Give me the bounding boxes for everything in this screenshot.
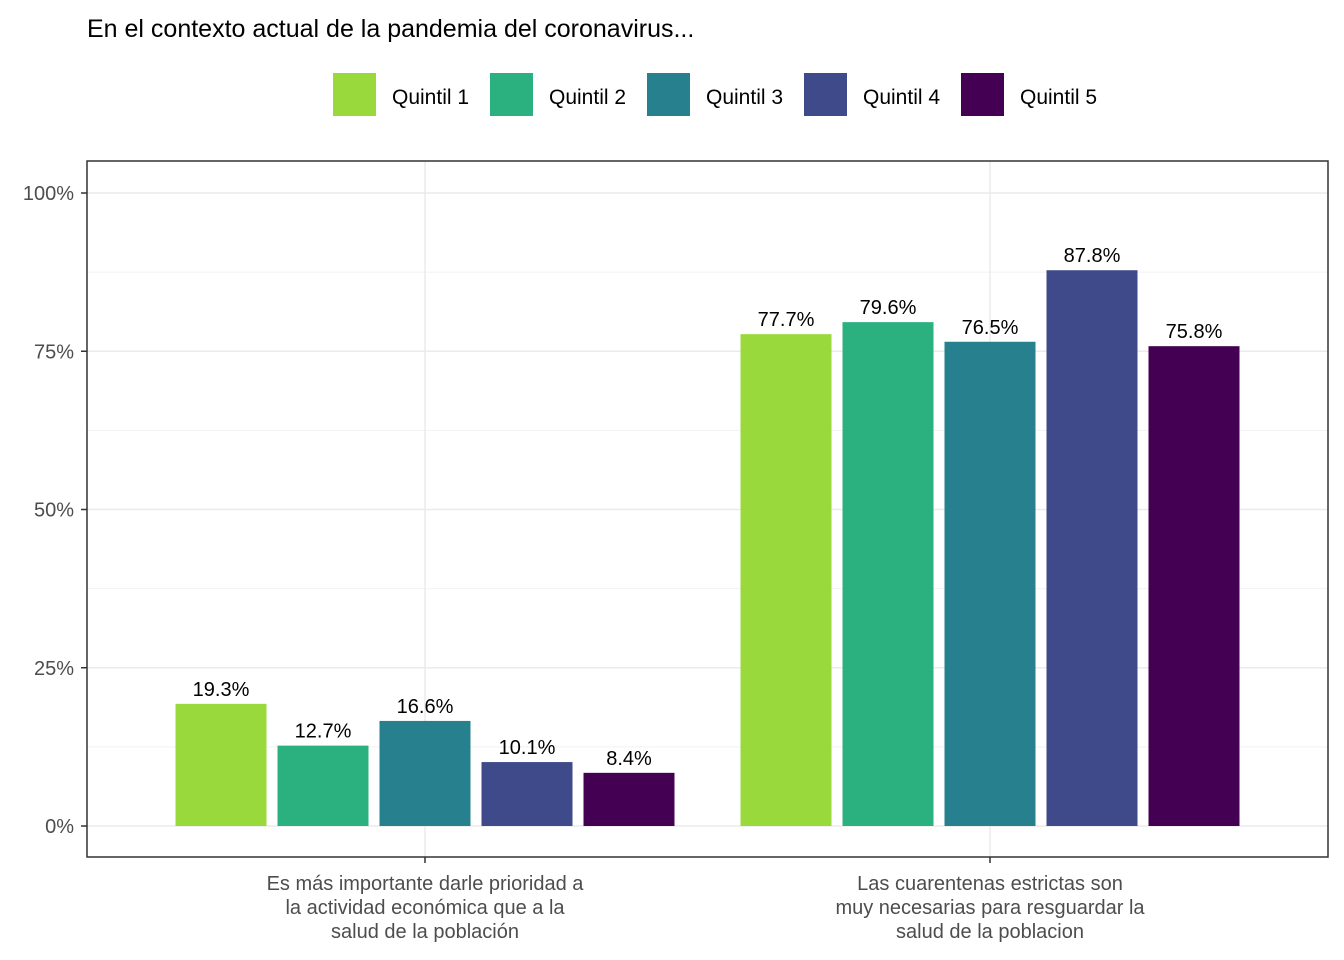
data-label: 79.6% (860, 297, 917, 319)
bar (740, 334, 832, 826)
data-labels: 19.3% 12.7% 16.6% 10.1% 8.4% 77.7% 79.6% 76.5% 8… (193, 245, 1223, 770)
data-label: 12.7% (295, 721, 352, 743)
legend-key (490, 73, 533, 116)
legend-label: Quintil 2 (549, 86, 626, 109)
data-label: 8.4% (606, 748, 652, 770)
bars (175, 270, 1240, 826)
data-label: 16.6% (397, 696, 454, 718)
plot-area: 19.3% 12.7% 16.6% 10.1% 8.4% 77.7% 79.6% 76.5% 8… (86, 160, 1329, 858)
data-label: 87.8% (1064, 245, 1121, 267)
x-tick-label: Es más importante darle prioridad a (267, 873, 585, 895)
y-axis: 0% 25% 50% 75% 100% (23, 183, 87, 838)
bar (583, 772, 675, 826)
legend: Quintil 1 Quintil 2 Quintil 3 Quintil 4 Quin… (333, 73, 1097, 116)
data-label: 76.5% (962, 317, 1019, 339)
chart-title: En el contexto actual de la pandemia del… (87, 15, 694, 43)
x-tick-label: muy necesarias para resguardar la (835, 897, 1145, 919)
legend-label: Quintil 4 (863, 86, 940, 109)
legend-key (961, 73, 1004, 116)
legend-label: Quintil 3 (706, 86, 783, 109)
x-axis: Es más importante darle prioridad ala ac… (267, 857, 1145, 943)
legend-key (804, 73, 847, 116)
legend-label: Quintil 5 (1020, 86, 1097, 109)
bar (175, 703, 267, 826)
bar (1148, 346, 1240, 826)
legend-label: Quintil 1 (392, 86, 469, 109)
x-tick-label: salud de la población (331, 921, 519, 943)
data-label: 77.7% (758, 309, 815, 331)
legend-key (647, 73, 690, 116)
y-tick-label: 100% (23, 183, 74, 205)
x-tick-label: la actividad económica que a la (285, 897, 565, 919)
bar (379, 720, 471, 826)
bar (842, 322, 934, 826)
bar (481, 762, 573, 826)
x-tick-label: salud de la poblacion (896, 921, 1084, 943)
data-label: 10.1% (499, 737, 556, 759)
bar (1046, 270, 1138, 826)
bar (277, 745, 369, 826)
data-label: 19.3% (193, 679, 250, 701)
x-tick-label: Las cuarentenas estrictas son (857, 873, 1123, 895)
legend-key (333, 73, 376, 116)
y-tick-label: 0% (45, 816, 74, 838)
y-tick-label: 50% (34, 500, 74, 522)
data-label: 75.8% (1166, 321, 1223, 343)
y-tick-label: 75% (34, 341, 74, 363)
y-tick-label: 25% (34, 658, 74, 680)
bar (944, 341, 1036, 826)
